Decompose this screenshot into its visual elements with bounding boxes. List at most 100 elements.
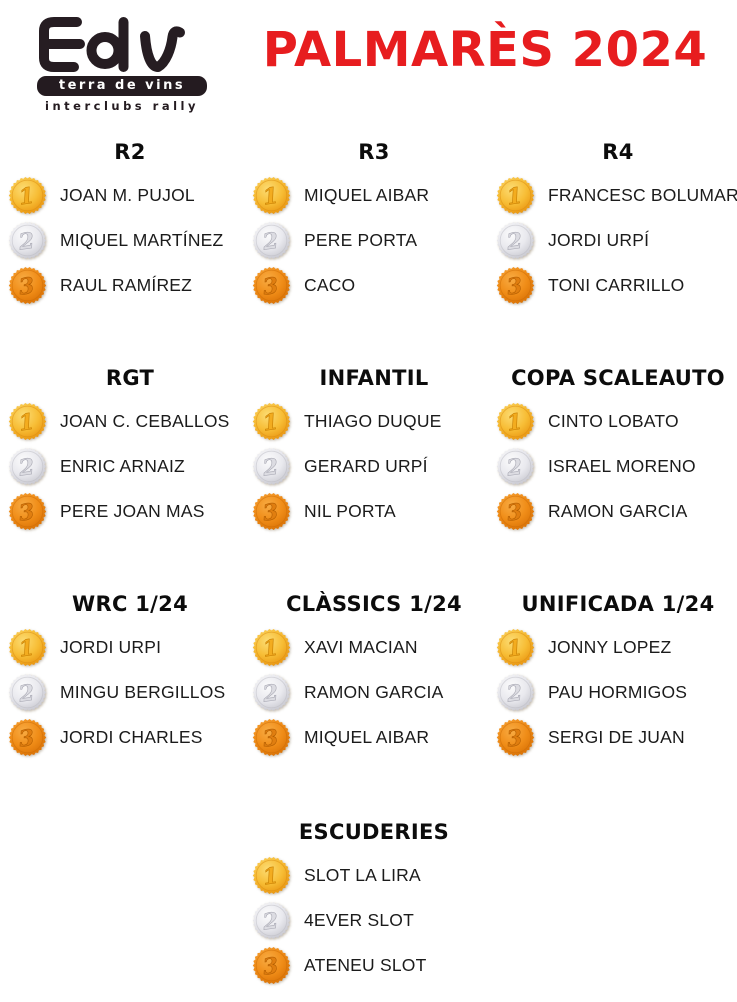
competitor-name: MIQUEL AIBAR [304,185,430,205]
podium-row: 2 4EVER SLOT [252,898,496,943]
gold-medal-icon: 1 [496,402,535,441]
competitor-name: CINTO LOBATO [548,411,679,431]
svg-text:2: 2 [260,454,280,482]
category-r2: R2 1 JOAN M. PUJOL 2 MIQUEL MARTÍNEZ 3 R… [8,140,252,308]
svg-text:1: 1 [17,635,36,663]
category-wrc-1-24: WRC 1/24 1 JORDI URPI 2 MINGU BERGILLOS … [8,592,252,760]
podium-list: 1 CINTO LOBATO 2 ISRAEL MORENO 3 RAMON G… [496,399,737,534]
competitor-name: RAUL RAMÍREZ [60,275,193,295]
podium-row: 2 MINGU BERGILLOS [8,670,252,715]
competitor-name: 4EVER SLOT [304,910,414,930]
category-escuderies: ESCUDERIES 1 SLOT LA LIRA 2 4EVER SLOT 3… [252,820,496,988]
podium-list: 1 JONNY LOPEZ 2 PAU HORMIGOS 3 SERGI DE … [496,625,737,760]
bronze-medal-icon: 3 [8,266,47,305]
category-infantil: INFANTIL 1 THIAGO DUQUE 2 GERARD URPÍ 3 … [252,366,496,534]
svg-text:3: 3 [261,725,280,753]
podium-row: 1 JOAN M. PUJOL [8,173,252,218]
competitor-name: JONNY LOPEZ [548,637,672,657]
logo-subtitle: terra de vins [37,76,207,96]
silver-medal-icon: 2 [496,221,535,260]
svg-text:2: 2 [16,680,36,708]
category-row-1: R2 1 JOAN M. PUJOL 2 MIQUEL MARTÍNEZ 3 R… [8,140,737,308]
podium-row: 2 ISRAEL MORENO [496,444,737,489]
gold-medal-icon: 1 [252,856,291,895]
bronze-medal-icon: 3 [252,946,291,985]
svg-text:1: 1 [17,183,36,211]
svg-text:1: 1 [17,409,36,437]
podium-row: 3 JORDI CHARLES [8,715,252,760]
podium-row: 1 SLOT LA LIRA [252,853,496,898]
competitor-name: PERE JOAN MAS [60,501,205,521]
podium-row: 1 JONNY LOPEZ [496,625,737,670]
gold-medal-icon: 1 [252,402,291,441]
category-cl-ssics-1-24: CLÀSSICS 1/24 1 XAVI MACIAN 2 RAMON GARC… [252,592,496,760]
svg-text:2: 2 [260,228,280,256]
category-title: R2 [114,140,146,164]
category-title: WRC 1/24 [72,592,188,616]
category-row-2: RGT 1 JOAN C. CEBALLOS 2 ENRIC ARNAIZ 3 … [8,366,737,534]
svg-text:1: 1 [505,183,524,211]
podium-row: 1 CINTO LOBATO [496,399,737,444]
competitor-name: RAMON GARCIA [304,682,444,702]
competitor-name: THIAGO DUQUE [304,411,442,431]
category-row-4: ESCUDERIES 1 SLOT LA LIRA 2 4EVER SLOT 3… [8,820,737,988]
silver-medal-icon: 2 [8,673,47,712]
podium-list: 1 MIQUEL AIBAR 2 PERE PORTA 3 CACO [252,173,496,308]
gold-medal-icon: 1 [8,402,47,441]
category-title: UNIFICADA 1/24 [521,592,715,616]
page-title: PALMARÈS 2024 [262,22,708,78]
bronze-medal-icon: 3 [252,718,291,757]
bronze-medal-icon: 3 [496,266,535,305]
category-title: R4 [602,140,634,164]
category-title: RGT [105,366,155,390]
podium-row: 1 JOAN C. CEBALLOS [8,399,252,444]
bronze-medal-icon: 3 [252,266,291,305]
podium-row: 1 FRANCESC BOLUMAR [496,173,737,218]
svg-text:3: 3 [505,499,524,527]
svg-text:2: 2 [16,228,36,256]
gold-medal-icon: 1 [8,176,47,215]
category-r4: R4 1 FRANCESC BOLUMAR 2 JORDI URPÍ 3 TON… [496,140,737,308]
category-title: ESCUDERIES [298,820,450,844]
gold-medal-icon: 1 [252,628,291,667]
svg-text:2: 2 [504,228,524,256]
gold-medal-icon: 1 [8,628,47,667]
gold-medal-icon: 1 [252,176,291,215]
podium-row: 1 THIAGO DUQUE [252,399,496,444]
podium-row: 2 ENRIC ARNAIZ [8,444,252,489]
podium-list: 1 JORDI URPI 2 MINGU BERGILLOS 3 JORDI C… [8,625,252,760]
competitor-name: PAU HORMIGOS [548,682,688,702]
svg-text:2: 2 [504,454,524,482]
category-title: R3 [358,140,390,164]
competitor-name: GERARD URPÍ [304,456,428,476]
gold-medal-icon: 1 [496,628,535,667]
svg-text:1: 1 [505,409,524,437]
silver-medal-icon: 2 [252,447,291,486]
category-r3: R3 1 MIQUEL AIBAR 2 PERE PORTA 3 CACO [252,140,496,308]
silver-medal-icon: 2 [252,901,291,940]
svg-text:1: 1 [261,635,280,663]
svg-text:1: 1 [261,863,280,891]
competitor-name: NIL PORTA [304,501,396,521]
svg-text:3: 3 [505,273,524,301]
podium-row: 3 NIL PORTA [252,489,496,534]
podium-row: 3 CACO [252,263,496,308]
category-copa-scaleauto: COPA SCALEAUTO 1 CINTO LOBATO 2 ISRAEL M… [496,366,737,534]
podium-row: 2 MIQUEL MARTÍNEZ [8,218,252,263]
podium-row: 3 RAMON GARCIA [496,489,737,534]
silver-medal-icon: 2 [8,221,47,260]
svg-text:3: 3 [261,499,280,527]
podium-row: 1 MIQUEL AIBAR [252,173,496,218]
podium-row: 1 XAVI MACIAN [252,625,496,670]
podium-list: 1 SLOT LA LIRA 2 4EVER SLOT 3 ATENEU SLO… [252,853,496,988]
podium-row: 3 ATENEU SLOT [252,943,496,988]
podium-row: 3 PERE JOAN MAS [8,489,252,534]
category-rgt: RGT 1 JOAN C. CEBALLOS 2 ENRIC ARNAIZ 3 … [8,366,252,534]
podium-row: 1 JORDI URPI [8,625,252,670]
podium-row: 3 SERGI DE JUAN [496,715,737,760]
podium-row: 3 RAUL RAMÍREZ [8,263,252,308]
competitor-name: TONI CARRILLO [548,275,685,295]
competitor-name: JOAN C. CEBALLOS [60,411,230,431]
competitor-name: CACO [304,275,356,295]
